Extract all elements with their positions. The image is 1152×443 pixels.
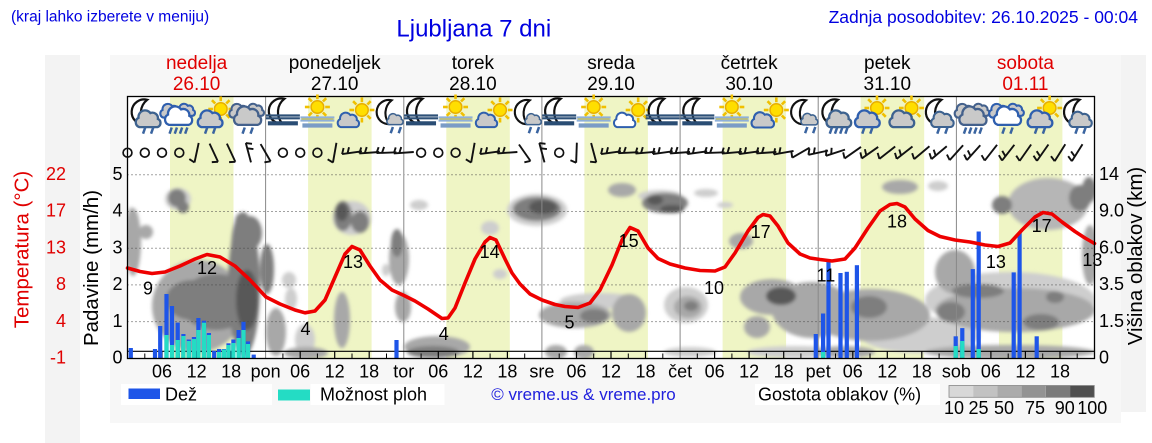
svg-text:18: 18 xyxy=(635,362,655,382)
svg-text:5: 5 xyxy=(112,164,122,184)
svg-text:0: 0 xyxy=(1099,348,1109,368)
svg-text:Temperatura (°C): Temperatura (°C) xyxy=(11,171,34,328)
svg-text:06: 06 xyxy=(981,362,1001,382)
svg-text:17: 17 xyxy=(46,201,66,221)
svg-text:4: 4 xyxy=(300,319,310,339)
svg-text:12: 12 xyxy=(187,362,207,382)
svg-text:4: 4 xyxy=(439,324,449,344)
svg-text:50: 50 xyxy=(994,398,1014,418)
svg-text:26.10: 26.10 xyxy=(173,74,221,95)
svg-text:torek: torek xyxy=(452,53,495,74)
svg-text:četrtek: četrtek xyxy=(721,53,779,74)
svg-text:06: 06 xyxy=(152,362,172,382)
svg-text:pet: pet xyxy=(806,362,831,382)
svg-text:1.5: 1.5 xyxy=(1099,311,1124,331)
svg-text:Dež: Dež xyxy=(165,385,197,405)
svg-text:tor: tor xyxy=(393,362,414,382)
svg-text:14: 14 xyxy=(480,242,500,262)
svg-text:28.10: 28.10 xyxy=(449,74,497,95)
svg-text:13: 13 xyxy=(1082,250,1102,270)
svg-text:06: 06 xyxy=(843,362,863,382)
svg-text:2: 2 xyxy=(112,274,122,294)
svg-text:5: 5 xyxy=(564,313,574,333)
svg-text:12: 12 xyxy=(197,258,217,278)
svg-text:sob: sob xyxy=(942,362,971,382)
svg-text:06: 06 xyxy=(290,362,310,382)
svg-text:12: 12 xyxy=(325,362,345,382)
svg-text:22: 22 xyxy=(46,164,66,184)
svg-text:8: 8 xyxy=(56,274,66,294)
svg-text:12: 12 xyxy=(1015,362,1035,382)
svg-text:9: 9 xyxy=(143,279,153,299)
svg-text:Višina oblakov (km): Višina oblakov (km) xyxy=(1124,167,1147,346)
svg-text:12: 12 xyxy=(601,362,621,382)
svg-text:13: 13 xyxy=(343,252,363,272)
svg-text:(kraj lahko izberete v meniju): (kraj lahko izberete v meniju) xyxy=(11,9,209,26)
svg-text:4: 4 xyxy=(56,311,66,331)
svg-text:18: 18 xyxy=(774,362,794,382)
svg-text:90: 90 xyxy=(1055,398,1075,418)
svg-text:Ljubljana 7 dni: Ljubljana 7 dni xyxy=(396,16,551,43)
svg-text:10: 10 xyxy=(704,278,724,298)
svg-text:14: 14 xyxy=(1099,164,1119,184)
svg-text:12: 12 xyxy=(739,362,759,382)
svg-text:31.10: 31.10 xyxy=(864,74,912,95)
svg-text:15: 15 xyxy=(619,231,639,251)
svg-text:sre: sre xyxy=(529,362,554,382)
svg-text:27.10: 27.10 xyxy=(311,74,359,95)
svg-text:© vreme.us & vreme.pro: © vreme.us & vreme.pro xyxy=(491,385,675,404)
svg-text:06: 06 xyxy=(705,362,725,382)
svg-text:10: 10 xyxy=(944,398,964,418)
svg-text:petek: petek xyxy=(864,53,911,74)
svg-text:18: 18 xyxy=(912,362,932,382)
svg-text:Možnost ploh: Možnost ploh xyxy=(320,385,427,405)
svg-text:01.11: 01.11 xyxy=(1002,74,1048,95)
svg-text:čet: čet xyxy=(668,362,692,382)
svg-text:18: 18 xyxy=(359,362,379,382)
svg-text:100: 100 xyxy=(1077,398,1107,418)
svg-text:1: 1 xyxy=(112,311,122,331)
svg-text:13: 13 xyxy=(46,237,66,257)
svg-text:13: 13 xyxy=(986,252,1006,272)
svg-text:30.10: 30.10 xyxy=(725,74,773,95)
svg-text:3: 3 xyxy=(112,237,122,257)
svg-text:17: 17 xyxy=(751,222,771,242)
svg-text:6.0: 6.0 xyxy=(1099,237,1124,257)
svg-text:12: 12 xyxy=(463,362,483,382)
svg-text:ponedeljek: ponedeljek xyxy=(289,53,381,74)
svg-text:-1: -1 xyxy=(50,348,66,368)
svg-text:0: 0 xyxy=(112,348,122,368)
svg-text:4: 4 xyxy=(112,201,122,221)
svg-text:Padavine (mm/h): Padavine (mm/h) xyxy=(80,190,103,346)
svg-text:29.10: 29.10 xyxy=(587,74,635,95)
svg-text:sreda: sreda xyxy=(587,53,635,74)
svg-text:18: 18 xyxy=(887,212,907,232)
svg-text:25: 25 xyxy=(968,398,988,418)
svg-text:18: 18 xyxy=(1050,362,1070,382)
svg-text:18: 18 xyxy=(497,362,517,382)
svg-text:18: 18 xyxy=(221,362,241,382)
svg-text:nedelja: nedelja xyxy=(166,53,228,74)
svg-text:sobota: sobota xyxy=(997,53,1054,74)
svg-text:Gostota oblakov (%): Gostota oblakov (%) xyxy=(758,385,921,405)
svg-text:11: 11 xyxy=(817,266,836,286)
svg-text:17: 17 xyxy=(1032,216,1052,236)
svg-text:Zadnja posodobitev: 26.10.2025: Zadnja posodobitev: 26.10.2025 - 00:04 xyxy=(829,7,1139,27)
svg-text:3.5: 3.5 xyxy=(1099,274,1124,294)
svg-text:75: 75 xyxy=(1025,398,1045,418)
svg-text:12: 12 xyxy=(877,362,897,382)
svg-text:9.0: 9.0 xyxy=(1099,201,1124,221)
svg-text:06: 06 xyxy=(566,362,586,382)
svg-text:pon: pon xyxy=(251,362,281,382)
svg-text:06: 06 xyxy=(428,362,448,382)
